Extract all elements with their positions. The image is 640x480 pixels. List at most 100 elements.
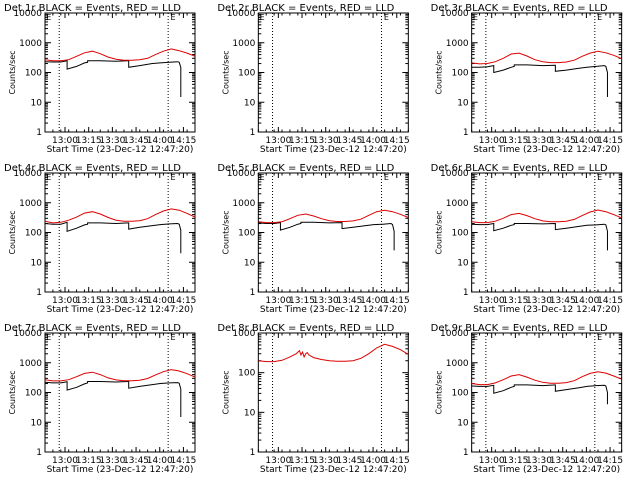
x-axis-label: Start Time (23-Dec-12 12:47:20) [47,465,194,475]
series-line-lld [258,209,409,224]
series-line-events [258,221,395,251]
x-tick-label: 14:15 [170,456,196,466]
x-axis-label: Start Time (23-Dec-12 12:47:20) [260,465,407,475]
x-tick-label: 13:45 [336,456,362,466]
x-tick-label: 13:00 [265,296,291,306]
x-tick-label: 14:00 [573,136,599,146]
x-tick-label: 13:00 [52,296,78,306]
x-tick-label: 13:30 [526,296,552,306]
x-tick-label: 14:00 [573,296,599,306]
panel-det-9r: Det 9r BLACK = Events, RED = LLD 1 10 100 10… [431,323,623,475]
x-tick-label: 13:15 [289,136,315,146]
y-tick-label: 10000 [227,169,256,179]
x-tick-label: 13:30 [313,136,339,146]
y-axis-label: Counts/sec [435,50,444,94]
series-line-lld [45,208,195,224]
series-line-lld [471,50,622,65]
panel-det-5r: Det 5r BLACK = Events, RED = LLD 1 10 100 10… [217,163,409,315]
chart-title: Det 1r BLACK = Events, RED = LLD [4,3,181,14]
y-tick-label: 1 [250,448,256,458]
x-tick-label: 14:15 [384,296,410,306]
y-tick-label: 10000 [440,169,469,179]
series-line-lld [45,369,195,382]
plot-frame [44,172,196,293]
y-tick-label: 10 [457,258,469,268]
chart-title: Det 7r BLACK = Events, RED = LLD [4,323,181,334]
y-tick-label: 10000 [13,329,42,339]
y-tick-label: 100 [25,229,42,239]
series-line-lld [471,371,622,386]
plot-series [471,209,622,251]
chart-title: Det 2r BLACK = Events, RED = LLD [217,3,394,14]
x-tick-label: 13:30 [313,456,339,466]
x-axis-label: Start Time (23-Dec-12 12:47:20) [473,145,620,155]
x-tick-label: 14:15 [170,296,196,306]
x-tick-label: 13:00 [52,136,78,146]
event-marker: E [384,173,389,182]
x-tick-label: 13:00 [479,296,505,306]
y-tick-label: 100 [25,389,42,399]
x-axis-label: Start Time (23-Dec-12 12:47:20) [260,145,407,155]
x-axis-label: Start Time (23-Dec-12 12:47:20) [473,465,620,475]
x-tick-label: 14:00 [147,456,173,466]
y-axis-label: Counts/sec [435,210,444,254]
x-axis-label: Start Time (23-Dec-12 12:47:20) [473,305,620,315]
plot-frame [257,12,409,133]
series-line-events [45,60,182,97]
x-tick-label: 13:00 [265,456,291,466]
x-tick-label: 14:00 [147,296,173,306]
x-tick-label: 13:15 [502,456,528,466]
y-tick-label: 1 [36,448,42,458]
y-tick-label: 10 [457,98,469,108]
event-marker: E [46,13,51,22]
series-line-events [471,384,608,405]
y-tick-label: 10 [457,418,469,428]
y-tick-label: 1000 [19,39,42,49]
event-marker: E [260,13,265,22]
x-tick-label: 13:45 [336,136,362,146]
x-axis-label: Start Time (23-Dec-12 12:47:20) [47,145,194,155]
event-marker: E [46,333,51,342]
plot-series [471,50,622,97]
x-tick-label: 13:15 [76,136,102,146]
x-tick-label: 13:15 [502,136,528,146]
x-tick-label: 13:00 [265,136,291,146]
plot-frame [44,332,196,453]
event-marker: E [473,13,478,22]
y-tick-label: 1000 [446,39,469,49]
y-tick-label: 1 [250,128,256,138]
x-tick-label: 13:15 [289,296,315,306]
chart-title: Det 6r BLACK = Events, RED = LLD [431,163,608,174]
event-marker: E [171,173,176,182]
x-tick-label: 13:30 [99,456,125,466]
x-tick-label: 14:15 [384,136,410,146]
event-marker: E [171,13,176,22]
y-tick-label: 1000 [446,359,469,369]
chart-title: Det 9r BLACK = Events, RED = LLD [431,323,608,334]
plot-series [471,371,622,405]
plot-frame [257,172,409,293]
series-line-events [45,221,182,254]
x-tick-label: 13:45 [336,296,362,306]
x-tick-label: 13:30 [99,136,125,146]
event-marker: E [473,333,478,342]
panel-det-3r: Det 3r BLACK = Events, RED = LLD 1 10 100 10… [431,3,623,155]
chart-title: Det 3r BLACK = Events, RED = LLD [431,3,608,14]
y-tick-label: 10000 [440,329,469,339]
y-tick-label: 100 [451,389,468,399]
y-tick-label: 10 [31,258,43,268]
series-line-lld [258,343,409,363]
event-marker: E [46,173,51,182]
event-marker: E [260,173,265,182]
x-tick-label: 13:15 [76,456,102,466]
plot-series [258,343,409,363]
x-tick-label: 13:00 [479,136,505,146]
x-tick-label: 14:00 [573,456,599,466]
series-line-events [471,64,608,97]
y-tick-label: 10 [31,98,43,108]
y-tick-label: 1000 [232,329,255,339]
plot-frame [257,332,409,453]
plot-series [45,48,195,97]
series-line-lld [471,209,622,224]
